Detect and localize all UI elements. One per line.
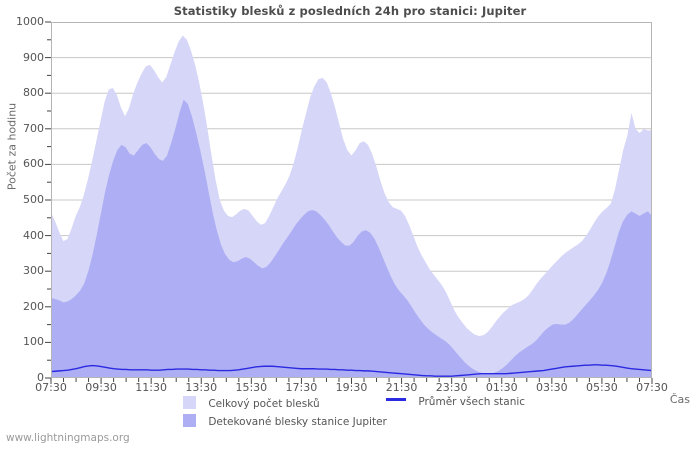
legend-label-total: Celkový počet blesků: [208, 398, 320, 410]
plot-svg: [45, 21, 653, 384]
legend-swatch-station: [183, 414, 196, 427]
y-tick-label: 900: [23, 50, 44, 64]
y-tick-label: 1000: [16, 15, 44, 28]
y-tick-label: 700: [23, 121, 44, 135]
x-tick-label: 13:30: [185, 381, 218, 394]
x-tick-label: 11:30: [135, 381, 167, 394]
chart-title: Statistiky blesků z posledních 24h pro s…: [173, 4, 527, 18]
x-axis-title: Čas: [669, 393, 690, 406]
legend-swatch-total: [183, 396, 196, 409]
watermark: www.lightningmaps.org: [6, 432, 130, 444]
y-tick-label: 0: [37, 371, 44, 384]
x-tick-label: 07:30: [636, 381, 668, 394]
chart-legend: Celkový počet blesků Detekované blesky s…: [0, 392, 700, 432]
x-tick-label: 05:30: [586, 381, 618, 394]
x-tick-label: 07:30: [35, 381, 67, 394]
x-tick-label: 03:30: [535, 381, 568, 394]
x-tick-label: 01:30: [485, 381, 518, 394]
x-tick-label: 21:30: [385, 381, 418, 394]
y-tick-label: 600: [23, 157, 44, 171]
x-tick-label: 23:30: [435, 381, 468, 394]
legend-label-average: Průměr všech stanic: [418, 396, 526, 408]
y-tick-label: 300: [23, 264, 44, 278]
y-tick-label: 200: [23, 299, 44, 313]
x-tick-label: 17:30: [285, 381, 318, 394]
x-tick-label: 09:30: [85, 381, 117, 394]
legend-item-station[interactable]: Detekované blesky stanice Jupiter: [183, 414, 387, 428]
y-axis-title: Počet za hodinu: [5, 102, 19, 191]
legend-line-average: [386, 398, 406, 401]
y-tick-label: 500: [23, 193, 44, 206]
plot-area: [45, 21, 653, 384]
legend-item-average[interactable]: Průměr všech stanic: [386, 396, 525, 408]
legend-label-station: Detekované blesky stanice Jupiter: [208, 416, 387, 428]
y-tick-label: 400: [23, 228, 44, 242]
x-tick-label: 19:30: [335, 381, 368, 394]
legend-item-total[interactable]: Celkový počet blesků: [183, 396, 320, 410]
y-tick-label: 800: [23, 86, 44, 100]
line-average: [50, 364, 653, 377]
y-tick-label: 100: [23, 335, 44, 349]
area-station: [51, 99, 652, 379]
x-tick-label: 15:30: [235, 381, 268, 394]
